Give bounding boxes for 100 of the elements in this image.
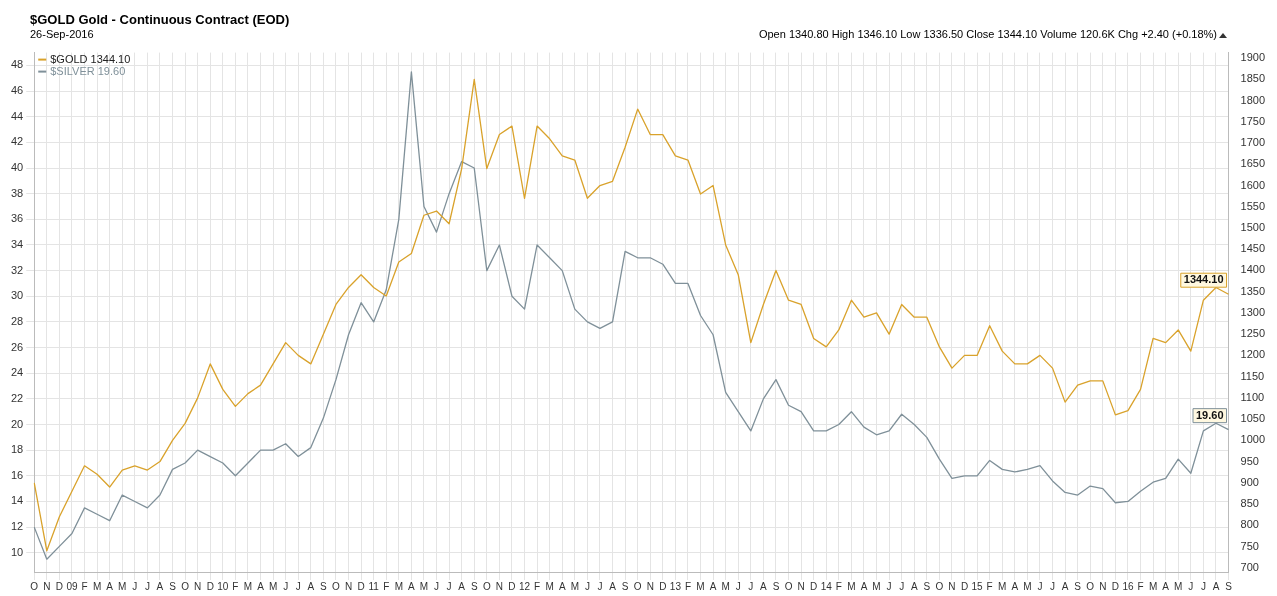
x-tick-label: S xyxy=(320,580,328,592)
x-tick-label: J xyxy=(899,580,905,592)
x-tick-label: 15 xyxy=(971,580,984,592)
y2-tick-label: 1700 xyxy=(1240,136,1266,149)
x-tick-label: M xyxy=(1148,580,1158,592)
x-tick-label: A xyxy=(1011,580,1019,592)
x-tick-label: D xyxy=(960,580,969,592)
x-tick-label: M xyxy=(243,580,253,592)
y2-tick-label: 750 xyxy=(1240,539,1259,552)
x-tick-label: N xyxy=(1099,580,1107,592)
x-tick-label: J xyxy=(295,580,301,592)
x-tick-label: J xyxy=(446,580,452,592)
x-tick-label: S xyxy=(1074,580,1082,592)
y-tick-label: 26 xyxy=(10,340,24,353)
y2-tick-label: 800 xyxy=(1240,518,1259,531)
x-tick-label: M xyxy=(872,580,881,592)
x-tick-label: S xyxy=(1225,580,1233,592)
y-tick-label: 12 xyxy=(10,520,24,533)
x-tick-label: D xyxy=(357,580,365,592)
x-tick-label: M xyxy=(268,580,278,592)
x-tick-label: F xyxy=(383,580,390,592)
x-tick-label: J xyxy=(283,580,289,592)
x-tick-label: 12 xyxy=(518,580,531,592)
x-tick-label: M xyxy=(998,580,1007,592)
x-tick-label: D xyxy=(206,580,214,592)
y2-tick-label: 1300 xyxy=(1240,305,1266,318)
x-tick-label: M xyxy=(419,580,429,592)
x-tick-label: O xyxy=(1086,580,1095,592)
x-tick-label: A xyxy=(106,580,114,592)
y2-tick-label: 1600 xyxy=(1240,178,1266,191)
x-tick-label: A xyxy=(408,580,416,592)
y2-tick-label: 1850 xyxy=(1240,72,1266,85)
x-tick-label: M xyxy=(570,580,579,592)
x-tick-label: A xyxy=(458,580,466,592)
x-tick-label: 11 xyxy=(368,580,380,592)
x-tick-label: O xyxy=(482,580,491,592)
y-tick-label: 30 xyxy=(10,289,24,302)
chart-title: $GOLD Gold - Continuous Contract (EOD) xyxy=(30,12,290,27)
x-tick-label: A xyxy=(1212,580,1220,592)
y2-tick-label: 1800 xyxy=(1240,93,1266,106)
text: Open 1340.80 High 1346.10 Low 1336.50 Close 1344.10 Volume 120.6K Chg +2.40 (+0.18%) xyxy=(758,28,1217,40)
x-tick-label: J xyxy=(735,580,741,592)
y-tick-label: 36 xyxy=(10,212,24,225)
x-tick-label: D xyxy=(659,580,667,592)
y-tick-label: 24 xyxy=(10,366,24,379)
y-tick-label: 18 xyxy=(10,443,24,456)
y-tick-label: 20 xyxy=(10,417,24,430)
x-tick-label: S xyxy=(923,580,931,592)
x-tick-label: O xyxy=(935,580,944,592)
x-tick-label: D xyxy=(810,580,818,592)
x-tick-label: M xyxy=(118,580,127,592)
x-tick-label: M xyxy=(1174,580,1183,592)
y-tick-label: 28 xyxy=(10,314,24,327)
x-tick-label: N xyxy=(495,580,503,592)
y2-tick-label: 700 xyxy=(1240,560,1259,573)
y2-tick-label: 1050 xyxy=(1240,412,1266,425)
y-tick-label: 38 xyxy=(10,186,24,199)
data-label: 1344.10 xyxy=(1183,273,1224,286)
x-tick-label: M xyxy=(847,580,856,592)
x-tick-label: M xyxy=(545,580,554,592)
x-tick-label: A xyxy=(1061,580,1069,592)
y2-tick-label: 1000 xyxy=(1240,433,1266,446)
y2-tick-label: 1550 xyxy=(1240,199,1266,212)
y2-tick-label: 1900 xyxy=(1240,51,1266,64)
x-tick-label: N xyxy=(646,580,654,592)
x-tick-label: A xyxy=(257,580,265,592)
y-tick-label: 42 xyxy=(10,135,24,148)
x-tick-label: J xyxy=(132,580,138,592)
x-tick-label: 10 xyxy=(217,580,229,592)
x-tick-label: N xyxy=(948,580,956,592)
x-tick-label: A xyxy=(910,580,918,592)
x-tick-label: A xyxy=(709,580,717,592)
x-tick-label: M xyxy=(696,580,705,592)
legend-label: $GOLD 1344.10 xyxy=(50,52,131,65)
x-tick-label: M xyxy=(721,580,730,592)
x-tick-label: J xyxy=(1050,580,1056,592)
x-tick-label: 16 xyxy=(1122,580,1134,592)
x-tick-label: O xyxy=(784,580,793,592)
x-tick-label: J xyxy=(748,580,754,592)
x-tick-label: J xyxy=(434,580,440,592)
x-tick-label: M xyxy=(1023,580,1032,592)
x-tick-label: J xyxy=(886,580,892,592)
data-label: 19.60 xyxy=(1196,408,1224,421)
x-tick-label: A xyxy=(1162,580,1170,592)
x-tick-label: M xyxy=(92,580,102,592)
x-tick-label: N xyxy=(43,580,51,592)
x-tick-label: 13 xyxy=(669,580,682,592)
x-tick-label: J xyxy=(597,580,603,592)
x-tick-label: A xyxy=(860,580,868,592)
y2-tick-label: 1350 xyxy=(1240,284,1266,297)
x-tick-label: A xyxy=(760,580,768,592)
x-tick-label: F xyxy=(986,580,993,592)
y2-tick-label: 1400 xyxy=(1240,263,1266,276)
x-tick-label: F xyxy=(232,580,239,592)
x-tick-label: N xyxy=(344,580,353,592)
x-tick-label: 14 xyxy=(820,580,833,592)
y2-tick-label: 1100 xyxy=(1240,390,1265,403)
y-tick-label: 40 xyxy=(10,161,24,174)
x-tick-label: J xyxy=(1188,580,1194,592)
x-tick-label: S xyxy=(772,580,780,592)
